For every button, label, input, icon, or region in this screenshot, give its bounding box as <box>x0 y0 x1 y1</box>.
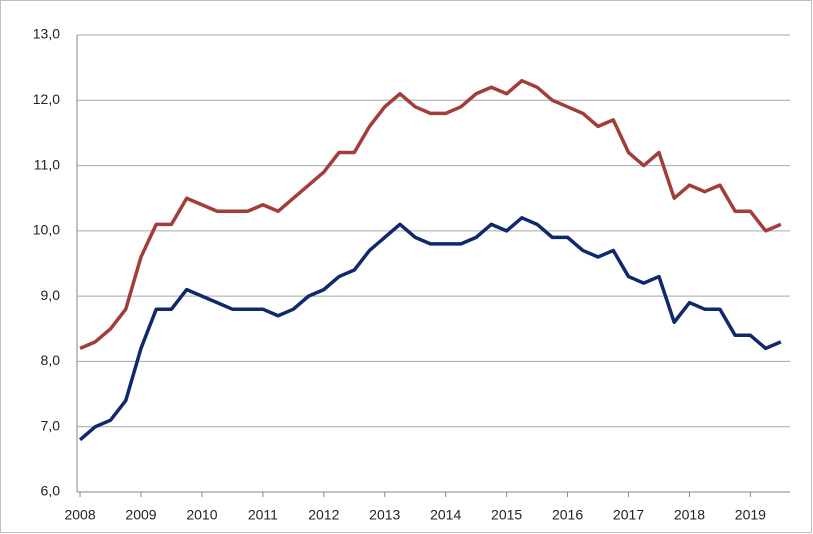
x-tick-label: 2016 <box>552 507 583 523</box>
y-tick-label: 11,0 <box>34 156 60 172</box>
x-tick-label: 2018 <box>674 507 705 523</box>
x-tick-label: 2009 <box>125 507 156 523</box>
y-tick-label: 6,0 <box>41 483 61 499</box>
x-tick-label: 2011 <box>248 507 278 523</box>
y-tick-label: 9,0 <box>41 287 61 303</box>
x-tick-label: 2010 <box>186 507 217 523</box>
y-tick-label: 12,0 <box>33 91 60 107</box>
x-tick-label: 2013 <box>369 507 400 523</box>
y-tick-label: 10,0 <box>33 222 60 238</box>
series-line <box>79 78 782 350</box>
series-line <box>78 216 782 442</box>
x-tick-label: 2008 <box>64 507 95 523</box>
x-tick-label: 2017 <box>613 507 644 523</box>
x-tick-label: 2015 <box>491 507 522 523</box>
x-tick-label: 2019 <box>735 507 766 523</box>
y-tick-label: 13,0 <box>33 26 60 42</box>
y-tick-label: 8,0 <box>41 352 61 368</box>
x-tick-label: 2012 <box>308 507 339 523</box>
y-tick-label: 7,0 <box>41 417 61 433</box>
x-tick-label: 2014 <box>430 507 461 523</box>
